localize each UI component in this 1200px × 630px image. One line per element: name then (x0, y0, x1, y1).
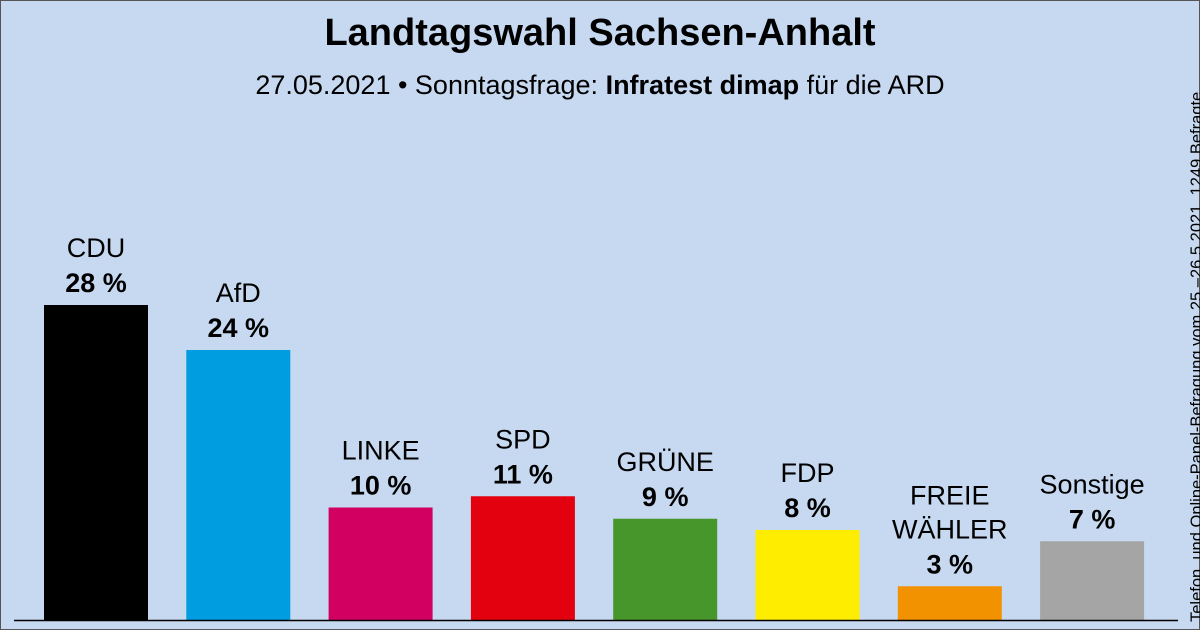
chart-subtitle: 27.05.2021 • Sonntagsfrage: Infratest di… (0, 70, 1200, 101)
bar-freie-waehler (897, 586, 1002, 620)
bar-sonstige (1040, 541, 1145, 620)
chart-title: Landtagswahl Sachsen-Anhalt (324, 12, 876, 54)
value-label-cdu: 28 % (65, 268, 127, 298)
bar-spd (470, 496, 575, 620)
category-label-spd: SPD (495, 424, 551, 454)
category-label-fdp: FDP (781, 458, 835, 488)
bar-afd (186, 350, 291, 620)
category-label-gruene: GRÜNE (616, 447, 714, 477)
category-label-freie-waehler-line-1: FREIE (910, 480, 990, 510)
value-label-fdp: 8 % (784, 493, 831, 523)
value-label-gruene: 9 % (642, 482, 689, 512)
category-label-cdu: CDU (67, 233, 126, 263)
subtitle-source: Infratest dimap (605, 70, 800, 100)
value-label-linke: 10 % (350, 471, 412, 501)
bar-linke (328, 507, 433, 620)
value-label-afd: 24 % (208, 313, 270, 343)
subtitle-date-text: 27.05.2021 • Sonntagsfrage: (255, 70, 606, 100)
value-label-freie-waehler: 3 % (927, 549, 974, 579)
bar-fdp (755, 530, 860, 620)
bar-cdu (44, 305, 148, 620)
value-label-spd: 11 % (493, 459, 553, 489)
subtitle-client-text: für die ARD (799, 70, 945, 100)
bar-gruene (613, 518, 718, 620)
category-label-freie-waehler-line-2: WÄHLER (892, 514, 1008, 544)
value-label-sonstige: 7 % (1069, 504, 1116, 534)
category-label-afd: AfD (216, 278, 261, 308)
category-label-linke: LINKE (342, 436, 420, 466)
category-label-sonstige: Sonstige (1040, 469, 1145, 499)
